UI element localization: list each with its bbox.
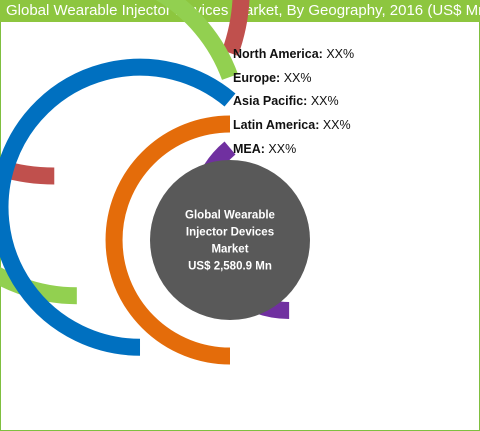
series-value: XX%	[307, 94, 338, 108]
legend-label-europe: Europe: XX%	[233, 71, 312, 85]
series-name: Latin America:	[233, 118, 319, 132]
center-label-line: US$ 2,580.9 Mn	[188, 261, 272, 273]
center-label-line: Market	[211, 244, 248, 256]
series-value: XX%	[319, 118, 350, 132]
series-value: XX%	[265, 142, 296, 156]
legend-label-north-america: North America: XX%	[233, 47, 354, 61]
series-name: Asia Pacific:	[233, 94, 307, 108]
legend-label-asia-pacific: Asia Pacific: XX%	[233, 94, 339, 108]
series-value: XX%	[323, 47, 354, 61]
legend-label-latin-america: Latin America: XX%	[233, 118, 351, 132]
ring-latin-america	[105, 115, 231, 365]
center-label-line: Injector Devices	[186, 227, 274, 239]
series-name: MEA:	[233, 142, 265, 156]
series-name: Europe:	[233, 71, 280, 85]
series-value: XX%	[280, 71, 311, 85]
center-label: Global Wearable Injector Devices Market US$…	[185, 210, 275, 273]
ring-asia-pacific	[0, 58, 236, 356]
legend-label-mea: MEA: XX%	[233, 142, 296, 156]
center-label-line: Global Wearable	[185, 210, 275, 222]
center-circle	[150, 160, 310, 320]
series-name: North America:	[233, 47, 323, 61]
legend-group: North America: XX%Europe: XX%Asia Pacifi…	[233, 47, 354, 156]
